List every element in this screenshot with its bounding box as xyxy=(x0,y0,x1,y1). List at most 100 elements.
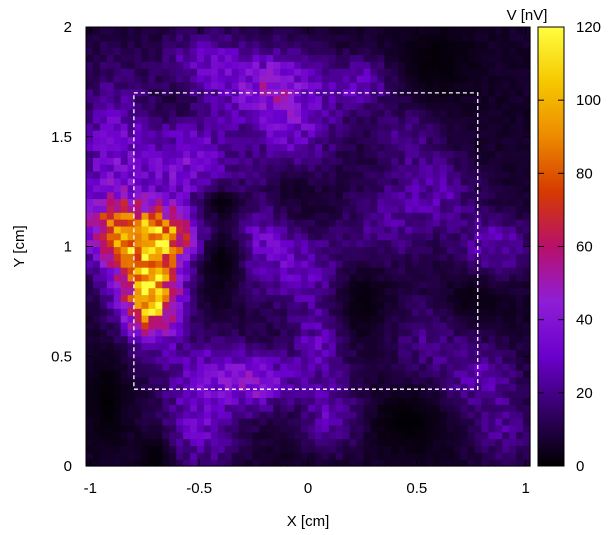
heatmap-cell xyxy=(523,219,531,227)
heatmap-cell xyxy=(439,267,448,275)
heatmap-cell xyxy=(197,267,205,275)
heatmap-cell xyxy=(99,75,108,83)
heatmap-cell xyxy=(210,116,219,124)
heatmap-cell xyxy=(453,315,462,323)
heatmap-cell xyxy=(349,61,358,69)
heatmap-cell xyxy=(308,95,316,104)
heatmap-cell xyxy=(259,212,267,220)
heatmap-cell xyxy=(252,123,261,131)
heatmap-cell xyxy=(176,102,184,110)
heatmap-cell xyxy=(432,225,441,234)
heatmap-cell xyxy=(259,205,267,213)
heatmap-cell xyxy=(467,40,476,49)
heatmap-cell xyxy=(217,301,226,309)
heatmap-cell xyxy=(294,452,302,460)
heatmap-cell xyxy=(127,239,136,248)
heatmap-cell xyxy=(495,129,503,138)
heatmap-cell xyxy=(321,164,330,172)
heatmap-cell xyxy=(384,431,392,440)
heatmap-cell xyxy=(92,239,101,248)
heatmap-cell xyxy=(197,184,205,193)
heatmap-cell xyxy=(412,239,420,248)
heatmap-cell xyxy=(377,315,385,323)
heatmap-cell xyxy=(321,198,330,206)
heatmap-cell xyxy=(460,335,469,344)
heatmap-cell xyxy=(245,68,254,76)
heatmap-cell xyxy=(162,33,170,42)
heatmap-cell xyxy=(273,383,281,392)
heatmap-cell xyxy=(335,239,344,248)
heatmap-cell xyxy=(252,459,261,467)
heatmap-cell xyxy=(509,109,517,117)
heatmap-cell xyxy=(474,438,483,447)
heatmap-cell xyxy=(301,287,309,296)
heatmap-cell xyxy=(217,116,226,124)
heatmap-cell xyxy=(99,171,108,179)
heatmap-cell xyxy=(203,81,212,90)
heatmap-cell xyxy=(384,404,392,412)
heatmap-cell xyxy=(203,294,212,302)
heatmap-cell xyxy=(183,171,191,179)
heatmap-cell xyxy=(474,184,483,193)
heatmap-cell xyxy=(238,61,247,69)
heatmap-cell xyxy=(509,27,517,35)
heatmap-cell xyxy=(210,47,219,56)
heatmap-cell xyxy=(412,328,420,337)
heatmap-cell xyxy=(516,157,524,165)
heatmap-cell xyxy=(523,191,531,200)
heatmap-cell xyxy=(321,356,330,364)
heatmap-cell xyxy=(432,260,441,268)
heatmap-cell xyxy=(280,116,288,124)
heatmap-cell xyxy=(92,150,101,158)
heatmap-cell xyxy=(308,308,316,316)
heatmap-cell xyxy=(446,109,455,117)
heatmap-cell xyxy=(203,177,212,186)
heatmap-cell xyxy=(280,459,288,467)
heatmap-cell xyxy=(460,191,469,200)
heatmap-cell xyxy=(467,116,476,124)
heatmap-cell xyxy=(342,47,351,56)
heatmap-cell xyxy=(287,452,295,460)
heatmap-cell xyxy=(328,212,337,220)
heatmap-cell xyxy=(127,157,136,165)
heatmap-cell xyxy=(363,301,372,309)
heatmap-cell xyxy=(99,390,108,399)
heatmap-cell xyxy=(127,109,136,117)
heatmap-cell xyxy=(453,81,462,90)
heatmap-cell xyxy=(106,397,115,405)
heatmap-cell xyxy=(203,191,212,200)
heatmap-cell xyxy=(370,280,378,289)
heatmap-cell xyxy=(162,328,170,337)
heatmap-cell xyxy=(245,301,254,309)
heatmap-cell xyxy=(481,143,489,152)
heatmap-cell xyxy=(495,219,503,227)
heatmap-cell xyxy=(106,212,115,220)
heatmap-cell xyxy=(308,81,316,90)
heatmap-cell xyxy=(439,109,448,117)
heatmap-cell xyxy=(370,321,378,330)
heatmap-cell xyxy=(495,123,503,131)
heatmap-cell xyxy=(467,411,476,419)
heatmap-cell xyxy=(92,417,101,426)
heatmap-cell xyxy=(280,109,288,117)
heatmap-cell xyxy=(495,267,503,275)
heatmap-cell xyxy=(474,164,483,172)
heatmap-cell xyxy=(134,404,143,412)
heatmap-cell xyxy=(259,68,267,76)
heatmap-cell xyxy=(183,417,191,426)
heatmap-cell xyxy=(176,88,184,97)
heatmap-cell xyxy=(419,383,427,392)
heatmap-cell xyxy=(308,417,316,426)
heatmap-cell xyxy=(425,232,434,241)
heatmap-cell xyxy=(106,459,115,467)
heatmap-cell xyxy=(106,411,115,419)
heatmap-cell xyxy=(502,232,510,241)
heatmap-cell xyxy=(231,294,240,302)
heatmap-cell xyxy=(99,239,108,248)
heatmap-cell xyxy=(356,452,365,460)
heatmap-cell xyxy=(523,253,531,261)
heatmap-cell xyxy=(266,129,274,138)
heatmap-cell xyxy=(86,356,94,364)
heatmap-cell xyxy=(356,136,365,145)
heatmap-cell xyxy=(231,102,240,110)
